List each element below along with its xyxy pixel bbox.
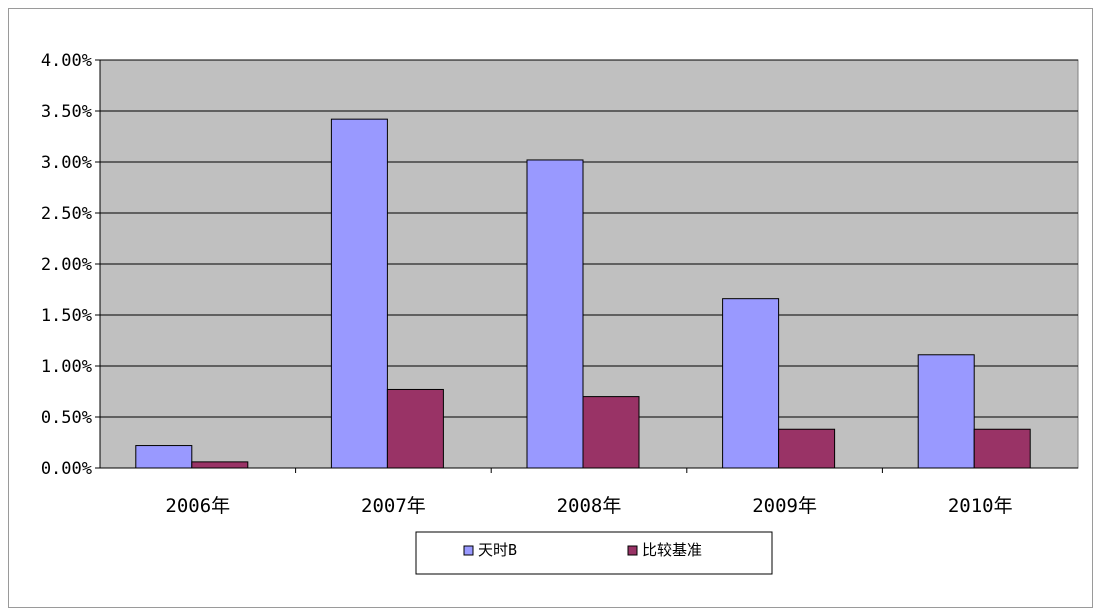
x-tick-label: 2008年 <box>557 495 622 517</box>
legend-label-series-1: 天时B <box>478 541 517 559</box>
gridlines <box>100 59 1078 418</box>
bar-series-2 <box>973 428 1031 469</box>
bar-series-2 <box>191 461 249 469</box>
bar-series-2 <box>778 428 836 469</box>
bar-series-2 <box>582 396 640 469</box>
y-tick-labels: 0.00% 0.50% 1.00% 1.50% 2.00% 2.50% 3.00% 3.50%… <box>41 51 92 479</box>
y-tick-label: 2.50% <box>41 204 92 224</box>
bar-series-2 <box>386 388 444 469</box>
y-tick-label: 2.00% <box>41 255 92 275</box>
bar-series-1 <box>722 298 780 469</box>
y-tick-label: 0.00% <box>41 459 92 479</box>
bar-series-1 <box>330 118 388 469</box>
x-tick-labels: 2006年 2007年 2008年 2009年 2010年 <box>165 495 1012 517</box>
y-tick-label: 1.00% <box>41 357 92 377</box>
x-tick-label: 2007年 <box>361 495 426 517</box>
x-tick-label: 2006年 <box>165 495 230 517</box>
legend-swatch-series-1 <box>463 545 474 556</box>
bar-series-1 <box>135 445 193 469</box>
legend: 天时B 比较基准 <box>415 531 773 575</box>
bars <box>135 118 1031 469</box>
bar-series-1 <box>526 159 584 469</box>
bar-series-1 <box>917 354 975 469</box>
legend-label-series-2: 比较基准 <box>642 541 702 559</box>
x-tick-label: 2009年 <box>752 495 817 517</box>
y-tick-label: 3.00% <box>41 153 92 173</box>
y-tick-label: 4.00% <box>41 51 92 71</box>
y-tick-label: 0.50% <box>41 408 92 428</box>
legend-box <box>415 531 773 575</box>
legend-swatch-series-2 <box>627 545 638 556</box>
y-tick-label: 1.50% <box>41 306 92 326</box>
x-tick-label: 2010年 <box>948 495 1013 517</box>
y-tick-label: 3.50% <box>41 102 92 122</box>
